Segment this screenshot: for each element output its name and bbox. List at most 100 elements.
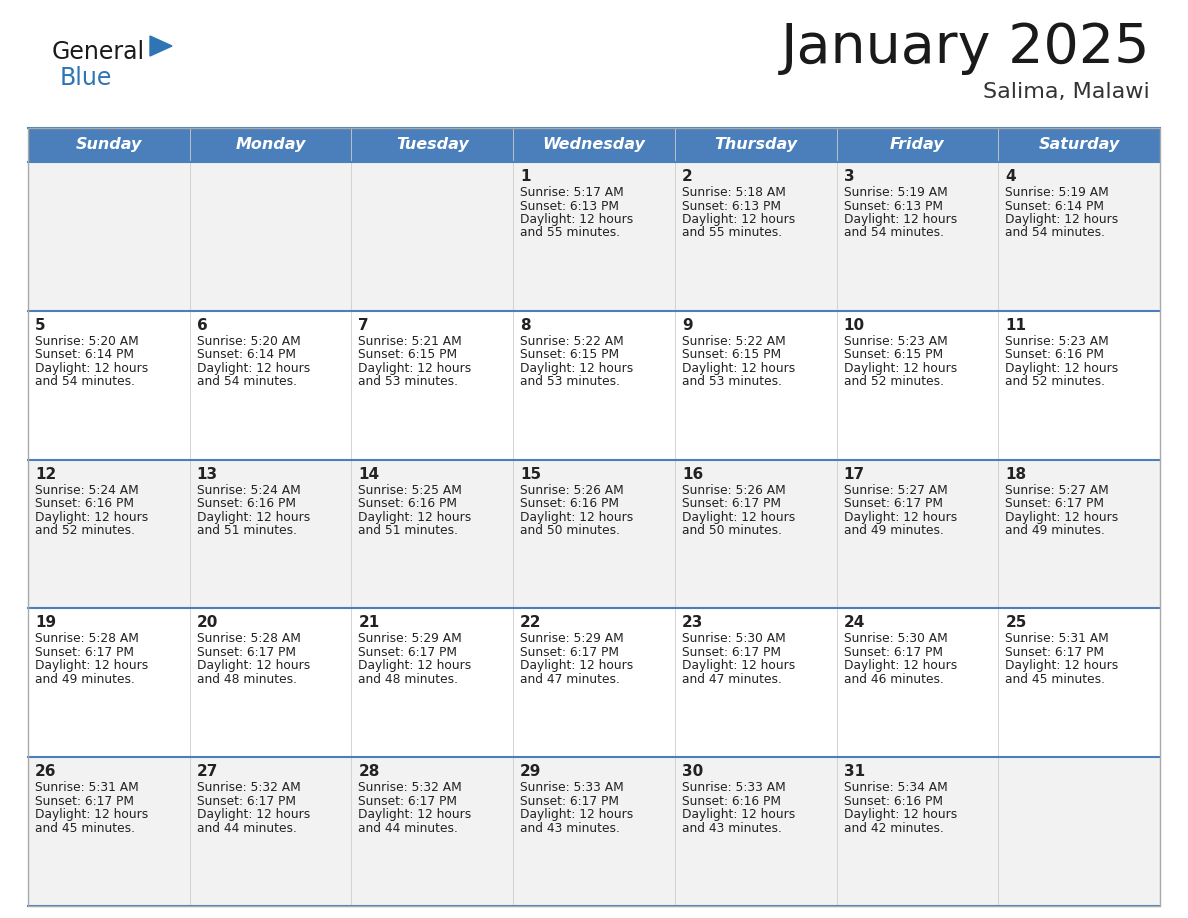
Text: and 42 minutes.: and 42 minutes. [843, 822, 943, 834]
Text: 13: 13 [197, 466, 217, 482]
Text: Wednesday: Wednesday [543, 138, 645, 152]
Text: Sunrise: 5:17 AM: Sunrise: 5:17 AM [520, 186, 624, 199]
Text: Sunrise: 5:24 AM: Sunrise: 5:24 AM [197, 484, 301, 497]
Text: Sunset: 6:17 PM: Sunset: 6:17 PM [682, 646, 781, 659]
Text: Sunset: 6:13 PM: Sunset: 6:13 PM [843, 199, 942, 212]
Text: and 49 minutes.: and 49 minutes. [843, 524, 943, 537]
Text: 17: 17 [843, 466, 865, 482]
Text: 28: 28 [359, 764, 380, 779]
Text: Sunrise: 5:26 AM: Sunrise: 5:26 AM [520, 484, 624, 497]
Text: January 2025: January 2025 [781, 21, 1150, 75]
Text: 26: 26 [34, 764, 57, 779]
Text: Daylight: 12 hours: Daylight: 12 hours [359, 362, 472, 375]
Text: Daylight: 12 hours: Daylight: 12 hours [359, 659, 472, 672]
Text: Daylight: 12 hours: Daylight: 12 hours [520, 659, 633, 672]
Text: Sunrise: 5:32 AM: Sunrise: 5:32 AM [359, 781, 462, 794]
Bar [29, 757, 1159, 906]
Bar [29, 609, 1159, 757]
Text: and 54 minutes.: and 54 minutes. [197, 375, 297, 388]
Text: and 53 minutes.: and 53 minutes. [359, 375, 459, 388]
Text: Daylight: 12 hours: Daylight: 12 hours [520, 808, 633, 822]
Text: Daylight: 12 hours: Daylight: 12 hours [1005, 362, 1119, 375]
Text: 24: 24 [843, 615, 865, 631]
Text: Sunset: 6:16 PM: Sunset: 6:16 PM [197, 498, 296, 510]
Text: Sunrise: 5:20 AM: Sunrise: 5:20 AM [34, 335, 139, 348]
Text: Daylight: 12 hours: Daylight: 12 hours [843, 362, 956, 375]
Text: Sunrise: 5:25 AM: Sunrise: 5:25 AM [359, 484, 462, 497]
Text: 9: 9 [682, 318, 693, 333]
Text: Sunrise: 5:21 AM: Sunrise: 5:21 AM [359, 335, 462, 348]
Text: 31: 31 [843, 764, 865, 779]
Text: Sunrise: 5:29 AM: Sunrise: 5:29 AM [520, 633, 624, 645]
Text: Daylight: 12 hours: Daylight: 12 hours [34, 510, 148, 523]
Text: and 55 minutes.: and 55 minutes. [520, 227, 620, 240]
Text: Monday: Monday [235, 138, 305, 152]
Text: 3: 3 [843, 169, 854, 184]
Text: Sunrise: 5:33 AM: Sunrise: 5:33 AM [520, 781, 624, 794]
Polygon shape [150, 36, 172, 56]
Text: Sunrise: 5:27 AM: Sunrise: 5:27 AM [1005, 484, 1110, 497]
Text: and 45 minutes.: and 45 minutes. [34, 822, 135, 834]
Text: 23: 23 [682, 615, 703, 631]
Text: Sunday: Sunday [76, 138, 143, 152]
Text: 14: 14 [359, 466, 379, 482]
Text: Sunrise: 5:27 AM: Sunrise: 5:27 AM [843, 484, 947, 497]
Text: and 50 minutes.: and 50 minutes. [520, 524, 620, 537]
Text: Daylight: 12 hours: Daylight: 12 hours [1005, 213, 1119, 226]
Text: and 47 minutes.: and 47 minutes. [520, 673, 620, 686]
Text: Sunrise: 5:31 AM: Sunrise: 5:31 AM [1005, 633, 1110, 645]
Text: Sunrise: 5:18 AM: Sunrise: 5:18 AM [682, 186, 785, 199]
Text: and 48 minutes.: and 48 minutes. [359, 673, 459, 686]
Text: Sunrise: 5:31 AM: Sunrise: 5:31 AM [34, 781, 139, 794]
Text: Sunset: 6:15 PM: Sunset: 6:15 PM [520, 348, 619, 362]
Text: 22: 22 [520, 615, 542, 631]
Text: Friday: Friday [890, 138, 944, 152]
Text: Daylight: 12 hours: Daylight: 12 hours [34, 808, 148, 822]
Text: Sunrise: 5:33 AM: Sunrise: 5:33 AM [682, 781, 785, 794]
Bar [29, 311, 1159, 460]
Text: and 46 minutes.: and 46 minutes. [843, 673, 943, 686]
Text: 2: 2 [682, 169, 693, 184]
Text: Sunset: 6:17 PM: Sunset: 6:17 PM [1005, 498, 1105, 510]
Text: and 52 minutes.: and 52 minutes. [843, 375, 943, 388]
Text: Sunrise: 5:22 AM: Sunrise: 5:22 AM [520, 335, 624, 348]
Text: Sunrise: 5:23 AM: Sunrise: 5:23 AM [843, 335, 947, 348]
Text: and 51 minutes.: and 51 minutes. [359, 524, 459, 537]
Text: and 45 minutes.: and 45 minutes. [1005, 673, 1105, 686]
Text: Sunset: 6:17 PM: Sunset: 6:17 PM [359, 646, 457, 659]
Text: Sunset: 6:17 PM: Sunset: 6:17 PM [1005, 646, 1105, 659]
Text: Sunrise: 5:34 AM: Sunrise: 5:34 AM [843, 781, 947, 794]
Text: Sunrise: 5:26 AM: Sunrise: 5:26 AM [682, 484, 785, 497]
Text: Sunset: 6:17 PM: Sunset: 6:17 PM [34, 795, 134, 808]
Text: 12: 12 [34, 466, 56, 482]
Text: Sunset: 6:17 PM: Sunset: 6:17 PM [197, 646, 296, 659]
Text: and 55 minutes.: and 55 minutes. [682, 227, 782, 240]
Text: Sunrise: 5:30 AM: Sunrise: 5:30 AM [682, 633, 785, 645]
Text: Sunset: 6:14 PM: Sunset: 6:14 PM [1005, 199, 1105, 212]
Text: Sunrise: 5:29 AM: Sunrise: 5:29 AM [359, 633, 462, 645]
Text: Sunset: 6:13 PM: Sunset: 6:13 PM [520, 199, 619, 212]
Text: Sunrise: 5:24 AM: Sunrise: 5:24 AM [34, 484, 139, 497]
Text: Sunrise: 5:19 AM: Sunrise: 5:19 AM [1005, 186, 1110, 199]
Text: 4: 4 [1005, 169, 1016, 184]
Text: and 43 minutes.: and 43 minutes. [520, 822, 620, 834]
Text: Sunset: 6:14 PM: Sunset: 6:14 PM [34, 348, 134, 362]
Text: 6: 6 [197, 318, 208, 333]
Text: Daylight: 12 hours: Daylight: 12 hours [843, 659, 956, 672]
Text: 29: 29 [520, 764, 542, 779]
Text: and 54 minutes.: and 54 minutes. [843, 227, 943, 240]
Text: Sunset: 6:17 PM: Sunset: 6:17 PM [197, 795, 296, 808]
Text: Daylight: 12 hours: Daylight: 12 hours [197, 362, 310, 375]
Text: 10: 10 [843, 318, 865, 333]
Text: Sunset: 6:17 PM: Sunset: 6:17 PM [520, 795, 619, 808]
Text: and 44 minutes.: and 44 minutes. [197, 822, 297, 834]
Text: Sunset: 6:16 PM: Sunset: 6:16 PM [843, 795, 942, 808]
Text: Daylight: 12 hours: Daylight: 12 hours [682, 362, 795, 375]
Text: and 52 minutes.: and 52 minutes. [1005, 375, 1105, 388]
Text: Daylight: 12 hours: Daylight: 12 hours [197, 510, 310, 523]
Text: Salima, Malawi: Salima, Malawi [984, 82, 1150, 102]
Text: General: General [52, 40, 145, 64]
Text: and 50 minutes.: and 50 minutes. [682, 524, 782, 537]
Text: 1: 1 [520, 169, 531, 184]
Text: Daylight: 12 hours: Daylight: 12 hours [843, 808, 956, 822]
